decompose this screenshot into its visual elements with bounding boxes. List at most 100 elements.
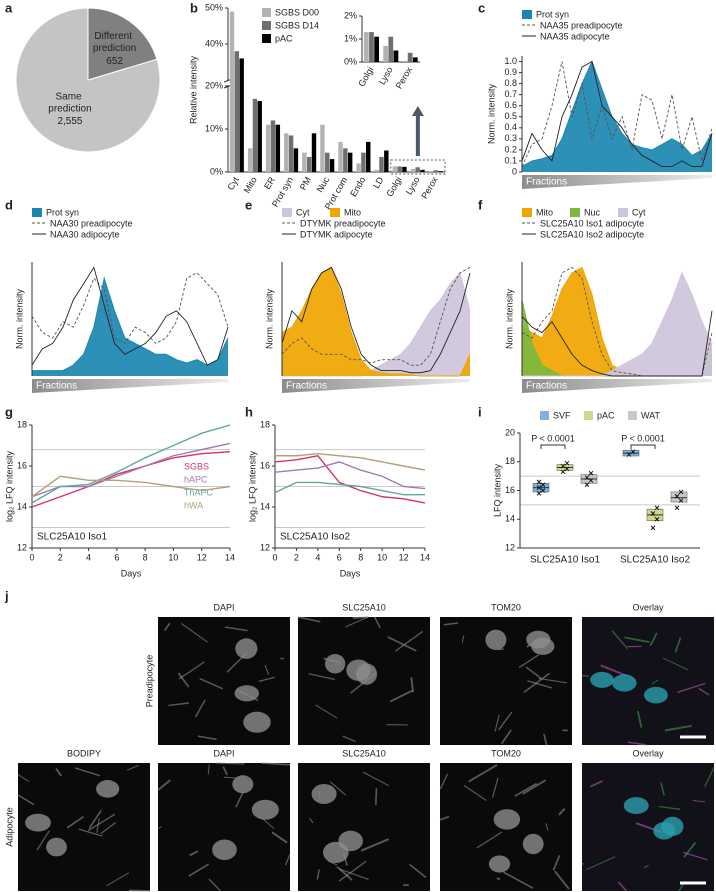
filament — [523, 672, 550, 693]
fraction-wedge — [282, 379, 470, 393]
legend-label: pAC — [275, 33, 293, 43]
filament — [316, 869, 320, 880]
filament — [308, 673, 336, 681]
data-point — [678, 498, 684, 503]
x-tick-label: Perox — [394, 65, 415, 91]
significance-bracket — [540, 444, 566, 449]
filament — [636, 710, 643, 728]
filament — [329, 781, 346, 796]
data-point — [650, 525, 656, 531]
row-label: Adipocyte — [4, 807, 14, 847]
nucleus — [643, 686, 668, 704]
bar — [374, 169, 379, 172]
area-fill — [522, 300, 712, 376]
filament — [498, 711, 513, 731]
area-fill — [522, 61, 712, 172]
bar — [402, 166, 407, 172]
filament — [215, 762, 245, 765]
bar — [363, 32, 369, 62]
filament — [581, 862, 585, 865]
filament — [88, 809, 102, 829]
legend-swatch — [584, 411, 593, 420]
x-tick-label: 4 — [86, 552, 91, 562]
bar — [412, 57, 418, 62]
x-tick-label: 14 — [225, 552, 235, 562]
bar — [420, 169, 425, 172]
legend-label: hAPC — [184, 474, 208, 484]
y-tick-label: 16 — [505, 485, 515, 495]
x-tick-label: Perox — [419, 175, 440, 201]
series-line — [31, 424, 231, 504]
slice-label: Different prediction — [93, 31, 136, 54]
data-point — [584, 482, 590, 488]
legend-label: SLC25A10 Iso1 adipocyte — [540, 218, 644, 228]
profile-line — [281, 266, 471, 374]
legend-swatch — [330, 208, 340, 217]
x-tick-label: LD — [371, 175, 386, 190]
filament — [463, 784, 487, 801]
legend-swatch — [618, 208, 628, 217]
filament — [514, 782, 538, 797]
y-tick-label: 0.4 — [504, 122, 517, 132]
micrograph — [298, 763, 430, 891]
profile-line — [521, 310, 713, 377]
x-tick-label: 4 — [315, 552, 320, 562]
axis-break-gap — [224, 81, 232, 85]
filament — [360, 838, 390, 852]
filament — [664, 724, 692, 732]
y-tick-label: 0.2 — [504, 144, 517, 154]
pie-slice — [87, 7, 158, 81]
filament — [409, 863, 427, 879]
filament — [677, 682, 706, 693]
bar — [369, 32, 374, 62]
filament — [518, 654, 540, 669]
filament — [394, 630, 424, 652]
panel-letter: e — [245, 197, 252, 212]
filament — [525, 666, 542, 679]
filament — [342, 735, 356, 743]
bar — [347, 152, 353, 172]
filament — [100, 822, 117, 835]
series-line — [274, 454, 426, 504]
x-axis-label: Fractions — [36, 381, 77, 392]
nucleus — [25, 813, 51, 832]
legend-label: Nuc — [584, 207, 601, 217]
filament — [581, 674, 590, 677]
micrograph — [158, 763, 290, 891]
data-point — [536, 479, 542, 485]
filament — [177, 672, 190, 688]
filament — [682, 851, 708, 861]
y-tick-label: 20% — [205, 80, 223, 90]
x-tick-label: Lyso — [377, 65, 395, 86]
filament — [600, 664, 627, 677]
bar — [397, 166, 402, 172]
area-edge — [522, 271, 713, 377]
y-tick-label: 18 — [505, 456, 515, 466]
data-point — [630, 449, 636, 455]
y-tick-label: 0.8 — [504, 78, 517, 88]
x-tick-label: Golgi — [384, 175, 403, 198]
bar — [302, 152, 307, 172]
filament — [468, 764, 498, 783]
bar — [284, 133, 289, 172]
y-tick-label: 0.5 — [504, 111, 517, 121]
legend-label: Cyt — [632, 207, 646, 217]
data-point — [674, 505, 680, 511]
nucleus — [46, 837, 67, 857]
filament — [345, 616, 369, 628]
filament — [178, 661, 205, 680]
bar — [338, 141, 343, 172]
data-point — [674, 493, 680, 499]
bar — [383, 45, 389, 62]
x-tick-label: 12 — [399, 552, 409, 562]
x-tick-label: 6 — [114, 552, 119, 562]
y-axis-label: Norm. intensity — [486, 83, 496, 144]
bar — [265, 124, 271, 172]
nucleus — [526, 630, 551, 649]
series-line — [31, 475, 231, 498]
bar — [343, 148, 348, 172]
filament — [66, 815, 85, 829]
nucleus — [234, 685, 259, 702]
filament — [222, 766, 228, 776]
